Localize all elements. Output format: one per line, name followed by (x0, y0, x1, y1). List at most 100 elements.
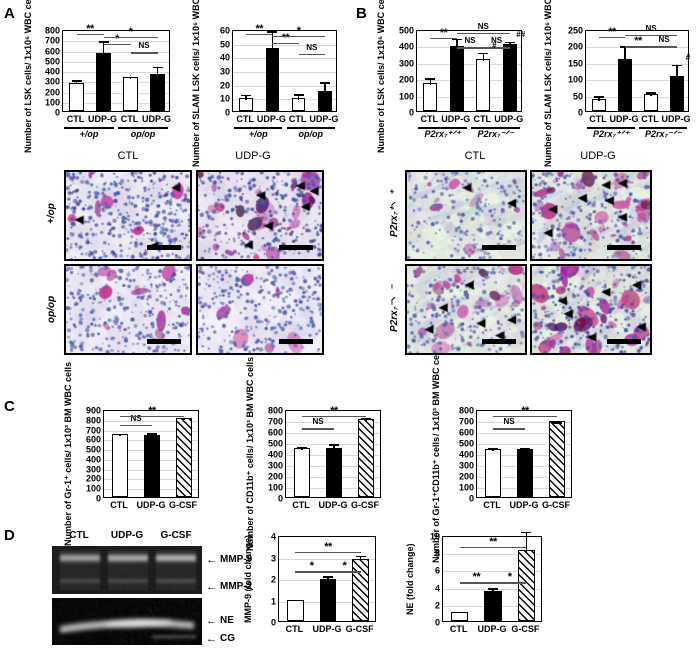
bar-udp-g (319, 578, 337, 621)
y-tick-label: 500 (44, 56, 60, 67)
scale-bar (279, 245, 313, 250)
bar-udp-g (318, 91, 332, 111)
y-tick-label: 100 (567, 74, 583, 85)
grid-line (586, 63, 688, 65)
error-bar (359, 555, 362, 562)
y-tick-label: 300 (44, 76, 60, 87)
error-bar (75, 80, 78, 85)
grid-line (586, 80, 688, 82)
bar-ctl (484, 449, 502, 497)
error-bar (271, 31, 274, 51)
significance-line (298, 53, 325, 56)
y-tick-label: 2 (270, 574, 276, 585)
significance-label: ** (148, 404, 156, 417)
bar-udp-g (449, 45, 464, 111)
error-bar (482, 52, 484, 62)
significance-line (302, 428, 334, 430)
y-tick-label: 800 (85, 415, 101, 426)
grid-line (104, 430, 198, 432)
y-tick-label: 4 (270, 531, 276, 542)
grid-line (233, 72, 336, 73)
significance-label: NS (312, 417, 324, 427)
x-tick-label: UDP-G (256, 114, 286, 124)
y-tick-label: 0 (95, 493, 101, 504)
grid-line (286, 422, 380, 423)
error-bar-cap (521, 531, 532, 534)
error-bar-cap (451, 38, 462, 41)
significance-label: ** (281, 31, 290, 44)
micro-row-label-p2rx7-ko: P2rx₇⁻ᐟ⁻ (389, 285, 400, 333)
significance-line (625, 46, 651, 48)
panel-letter-c: C (4, 398, 15, 415)
x-tick-label: UDP-G (88, 114, 117, 124)
gel-zymography-mmp (52, 546, 202, 594)
error-bar-cap (241, 94, 252, 97)
bar-ctl (644, 93, 658, 111)
micrograph-group-a: CTL UDP-G +/op op/op (0, 150, 350, 390)
chart-inner-a2: Number of SLAM LSK cells/ 1x10⁶ WBC cell… (182, 0, 347, 167)
micro-col-label-udpg-b: UDP-G (580, 150, 616, 162)
micrograph-b-udpg-wt (530, 170, 652, 261)
significance-label: * (309, 560, 314, 573)
y-tick-label: 200 (458, 471, 474, 482)
y-tick-label: 250 (567, 25, 583, 36)
error-bar-cap (504, 41, 515, 44)
y-tick-label: 150 (567, 58, 583, 69)
y-tick-label: 700 (267, 416, 283, 427)
error-bar-cap (478, 52, 489, 55)
error-bar (151, 433, 153, 438)
significance-line (459, 546, 527, 549)
x-tick-label: CTL (292, 500, 310, 510)
error-bar (492, 588, 494, 593)
x-tick-label: UDP-G (477, 624, 507, 634)
significance-line (76, 33, 104, 36)
group-underline (587, 127, 635, 129)
significance-line (120, 424, 152, 427)
error-bar-cap (293, 94, 304, 96)
significance-label: NS (503, 417, 515, 427)
grid-line (63, 61, 169, 63)
x-tick-label: UDP-G (494, 114, 524, 124)
y-tick-label: 600 (458, 427, 474, 438)
error-bar-cap (520, 447, 530, 450)
error-bar-cap (329, 444, 339, 446)
significance-label: * (296, 24, 301, 37)
significance-label: NS (306, 42, 318, 52)
micrograph-b-ctl-wt (405, 170, 527, 261)
y-tick-label: 700 (44, 35, 60, 46)
group-label: +/op (248, 129, 268, 139)
error-bar-cap (552, 422, 562, 424)
y-tick-label: 100 (398, 91, 414, 102)
arrow-icon-mmp9: ← (206, 554, 217, 566)
error-bar-cap (323, 576, 333, 578)
grid-line (417, 63, 521, 65)
significance-line (493, 582, 527, 584)
significance-line (493, 415, 557, 418)
gel-lane-label-ctl: CTL (69, 530, 89, 541)
plot-area-a2: 0 10 20 30 40 50 60 ** ** NS * (220, 23, 337, 117)
scale-bar (279, 339, 313, 344)
x-tick-label: UDP-G (509, 500, 539, 510)
y-axis-label-a2: Number of SLAM LSK cells/ 1x10⁶ WBC cell… (182, 0, 210, 167)
bar-g-csf (548, 421, 566, 497)
y-tick-label: 6 (434, 565, 440, 576)
chart-inner-b2: Number of SLAM LSK cells/ 1x10⁶ WBC cell… (533, 0, 700, 167)
gel-zymography-ne-cg (52, 598, 202, 645)
scale-bar (147, 339, 181, 344)
group-underline (64, 127, 114, 129)
y-tick-label: 100 (267, 482, 283, 493)
x-tick-label: CTL (236, 114, 254, 124)
grid-line (443, 571, 541, 573)
micrograph-b-ctl-ko (405, 264, 527, 355)
error-bar-cap (361, 418, 371, 420)
bar-g-csf (357, 418, 375, 497)
error-bar (324, 82, 326, 94)
significance-line (483, 47, 510, 49)
dagger-label: # (685, 52, 691, 62)
y-axis-label-b1: Number of LSK cells/ 1x10⁶ WBC cells (368, 0, 394, 153)
error-bar (456, 38, 458, 48)
x-tick-label: CTL (483, 500, 501, 510)
bar-ctl (123, 77, 138, 111)
micrograph-a-ctl-opop (64, 264, 192, 355)
